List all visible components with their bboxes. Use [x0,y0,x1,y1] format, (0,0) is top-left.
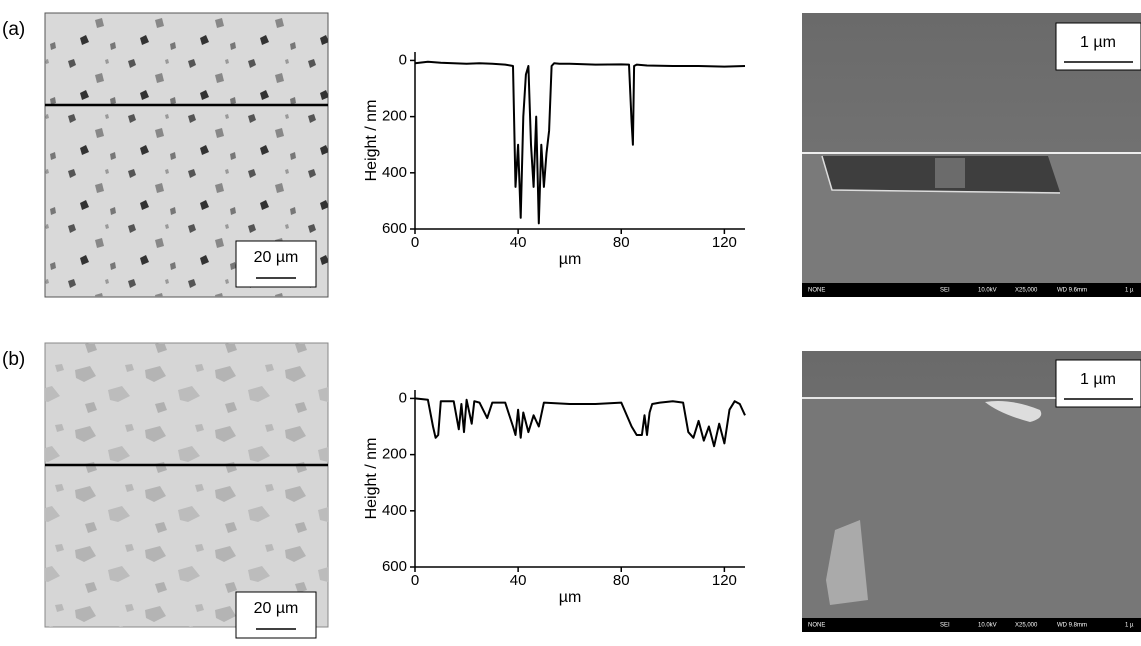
sem-footer-text: 1 µ [1125,288,1134,294]
sem-image: 1 µm [802,13,1141,297]
y-tick-label: 0 [399,389,407,406]
x-tick-label: 80 [613,234,630,251]
y-axis-label: Height / nm [363,438,380,520]
x-axis-label: µm [559,589,582,606]
scale-label: 1 µm [1080,371,1116,388]
sem-footer-text: 10.0kV [978,288,997,294]
x-tick-label: 80 [613,572,630,589]
y-tick-label: 0 [399,51,407,68]
x-tick-label: 40 [510,572,527,589]
y-tick-label: 400 [382,164,407,181]
x-tick-label: 40 [510,234,527,251]
profile-line [414,60,746,225]
x-tick-label: 0 [411,234,419,251]
y-tick-label: 200 [382,446,407,463]
sem-footer-text: X25,000 [1015,623,1038,629]
y-axis-label: Height / nm [363,100,380,182]
profile-line [414,397,746,448]
sem-footer-text: WD 9.8mm [1057,623,1087,629]
sem-footer-text: 1 µ [1125,623,1134,629]
panel-label: (b) [2,349,25,370]
afm-image: 20 µm [44,12,329,298]
x-tick-label: 0 [411,572,419,589]
sem-footer-text: NONE [808,623,825,629]
sem-footer-text: X25,000 [1015,288,1038,294]
x-tick-label: 120 [712,572,737,589]
sem-image: 1 µm [802,351,1141,632]
scale-label: 20 µm [254,249,299,266]
scale-label: 1 µm [1080,34,1116,51]
sem-footer-text: SEI [940,623,950,629]
x-tick-label: 120 [712,234,737,251]
sem-footer-text: SEI [940,288,950,294]
y-tick-label: 200 [382,108,407,125]
sem-footer-text: NONE [808,288,825,294]
x-axis-label: µm [559,251,582,268]
panel-label: (a) [2,19,25,40]
y-tick-label: 400 [382,502,407,519]
sem-footer-text: WD 9.6mm [1057,288,1087,294]
afm-image: 20 µm [44,342,329,639]
y-tick-label: 600 [382,220,407,237]
y-tick-label: 600 [382,558,407,575]
scale-label: 20 µm [254,600,299,617]
sem-footer-text: 10.0kV [978,623,997,629]
